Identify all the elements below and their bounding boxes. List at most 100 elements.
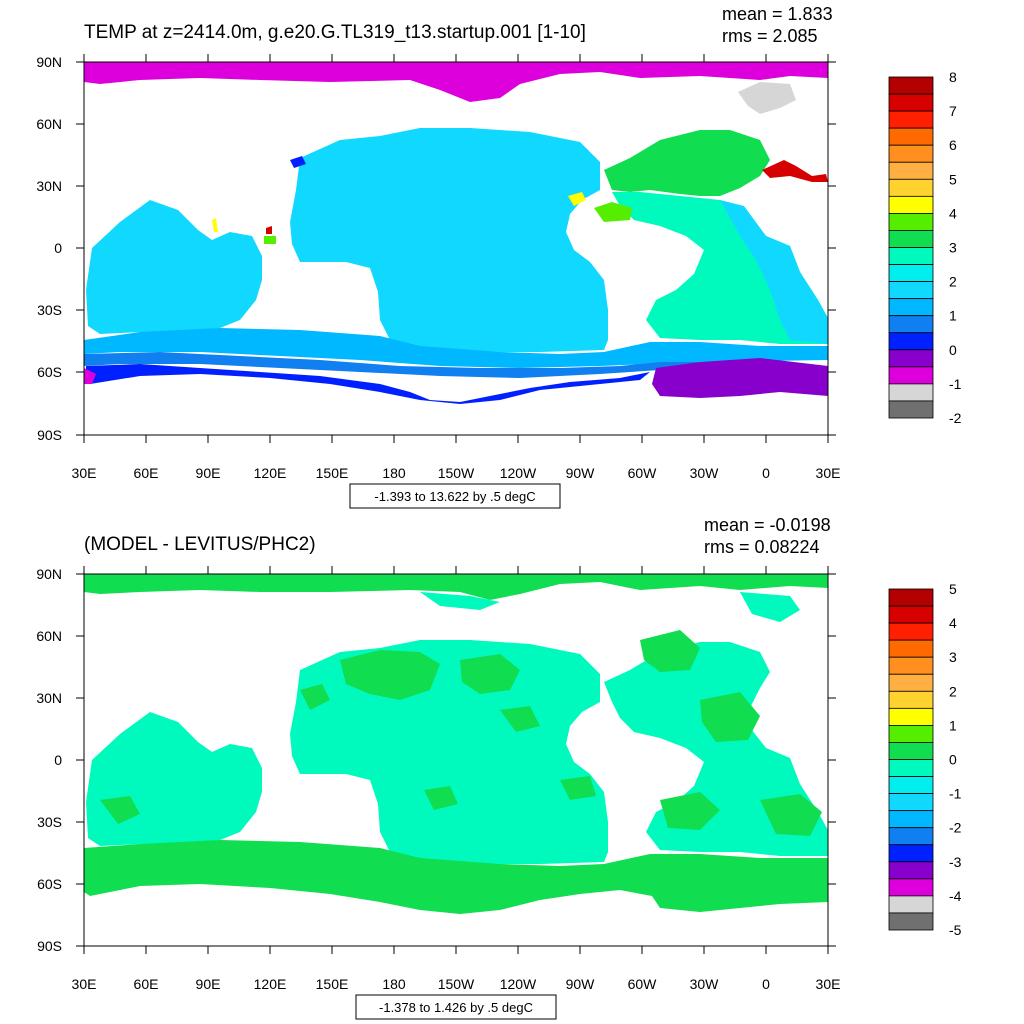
map-1-lon-label-120e: 120E (254, 465, 287, 481)
colorbar-1-label: 6 (949, 137, 957, 153)
map-1-southern-band-1 (84, 328, 828, 368)
panel-2-mean: mean = -0.0198 (704, 515, 831, 535)
map-2-lat-label-30n: 30N (36, 690, 62, 706)
colorbar-1-label: 5 (949, 171, 957, 187)
map-2-green-patch-7 (660, 792, 720, 830)
colorbar-1-swatch (888, 212, 934, 231)
colorbar-1-label: 7 (949, 103, 957, 119)
colorbar-2-swatch (888, 878, 934, 897)
map-2-arctic-region (84, 574, 828, 600)
colorbar-1-label: 1 (949, 308, 957, 324)
colorbar-1-swatch (888, 247, 934, 265)
map-2-lon-label-90w: 90W (566, 976, 596, 992)
map-2-green-patch-4 (500, 706, 540, 732)
map-2-lat-label-30s: 30S (37, 814, 62, 830)
colorbar-2-swatch (888, 725, 934, 743)
map-1-indian-basin (86, 200, 262, 334)
map-2-green-patch-6 (700, 692, 760, 742)
colorbar-1-swatch (888, 349, 934, 368)
map-1-warm-patch-japan (290, 156, 306, 168)
map-2-lat-label-60n: 60N (36, 628, 62, 644)
map-1-warm-patch-sulu (266, 226, 272, 234)
panel-1-title: TEMP at z=2414.0m, g.e20.G.TL319_t13.sta… (84, 22, 586, 43)
panel-2-range-box: -1.378 to 1.426 by .5 degC (355, 994, 557, 1020)
map-1-warm-patch-caribbean (594, 202, 632, 222)
map-2-lat-label-90n: 90N (36, 566, 62, 582)
map-2 (83, 573, 829, 947)
map-2-arctic-cyan (420, 592, 800, 622)
colorbar-2-label: -4 (949, 888, 962, 904)
panel-1-rms: rms = 2.085 (722, 26, 818, 46)
map-2-green-patch-1 (340, 650, 440, 700)
colorbar-1: 8 7 6 5 4 3 2 1 0 -1 -2 (888, 69, 962, 426)
colorbar-1-swatch (888, 400, 934, 419)
map-1-southern-band-3 (86, 364, 650, 404)
map-1-lon-label-0: 0 (762, 465, 770, 481)
colorbar-2-label: 4 (949, 615, 957, 631)
colorbar-2-label: 3 (949, 649, 957, 665)
colorbar-2-label: 5 (949, 581, 957, 597)
map-1-ticks: 30E 60E 90E 120E 150E 180 150W 120W 90W … (36, 54, 840, 481)
colorbar-1-swatch (888, 127, 934, 146)
map-1-lon-label-150w: 150W (438, 465, 475, 481)
map-1-lat-label-0: 0 (54, 240, 62, 256)
map-1-warm-patch-red-sea (212, 218, 218, 232)
map-1-tick-marks (76, 54, 836, 443)
colorbar-1-swatch (888, 110, 934, 129)
map-1-patch-weddell (84, 368, 96, 384)
colorbar-1-swatch (888, 178, 934, 197)
colorbar-2-swatch (888, 844, 934, 863)
colorbar-1-swatch (888, 76, 934, 95)
map-2-lon-label-120w: 120W (500, 976, 537, 992)
map-2-green-patch-10 (424, 786, 458, 810)
colorbar-2-label: 2 (949, 683, 957, 699)
map-1-warm-patch-mediterranean (762, 160, 828, 182)
panel-2-title: (MODEL - LEVITUS/PHC2) (84, 534, 316, 555)
colorbar-2-swatch (888, 605, 934, 624)
map-1-lon-label-60e: 60E (134, 465, 159, 481)
map-1-warm-patch-asia (264, 236, 276, 244)
colorbar-2-swatch (888, 707, 934, 726)
colorbar-1-swatch (888, 144, 934, 163)
colorbar-2: 5 4 3 2 1 0 -1 -2 -3 -4 -5 (888, 581, 962, 938)
map-2-lon-label-0: 0 (762, 976, 770, 992)
map-2-lon-label-30e-end: 30E (816, 976, 841, 992)
colorbar-2-swatch (888, 810, 934, 829)
map-2-green-patch-2 (460, 654, 520, 694)
map-1-warm-patch-gulf (568, 192, 586, 206)
map-2-green-patch-11 (560, 776, 596, 800)
map-2-ticks: 30E 60E 90E 120E 150E 180 150W 120W 90W … (36, 566, 840, 992)
map-1-lon-label-150e: 150E (316, 465, 349, 481)
map-1-antarctic-sector (652, 358, 828, 398)
map-2-tick-marks (76, 566, 836, 954)
map-2-green-patch-8 (760, 794, 822, 836)
map-1-arctic-patch (738, 82, 796, 114)
colorbar-2-label: -1 (949, 786, 962, 802)
map-1-lat-label-90s: 90S (37, 427, 62, 443)
colorbar-1-label: 4 (949, 205, 957, 221)
map-1-lat-label-60s: 60S (37, 364, 62, 380)
map-2-lat-label-60s: 60S (37, 876, 62, 892)
map-2-lon-label-150w: 150W (438, 976, 475, 992)
map-1-southern-band-2 (84, 352, 700, 378)
map-1-lon-label-30w: 30W (690, 465, 720, 481)
colorbar-2-swatch (888, 639, 934, 658)
colorbar-1-label: 0 (949, 342, 957, 358)
colorbar-2-swatch (888, 776, 934, 794)
map-2-lon-label-180: 180 (382, 976, 406, 992)
panel-1-range-frame (349, 483, 561, 509)
map-2-pacific-basin (290, 640, 608, 864)
map-1-lon-label-30e: 30E (72, 465, 97, 481)
panel-2-rms: rms = 0.08224 (704, 537, 820, 557)
colorbar-2-swatch (888, 622, 934, 641)
map-2-green-patch-3 (300, 684, 330, 710)
colorbar-2-swatch (888, 588, 934, 607)
map-1 (83, 61, 829, 436)
colorbar-1-label: -2 (949, 410, 962, 426)
colorbar-1-swatch (888, 93, 934, 112)
map-2-lat-label-90s: 90S (37, 938, 62, 954)
map-1-lon-label-60w: 60W (628, 465, 658, 481)
map-2-green-patch-9 (100, 796, 140, 824)
colorbar-1-swatch (888, 332, 934, 351)
